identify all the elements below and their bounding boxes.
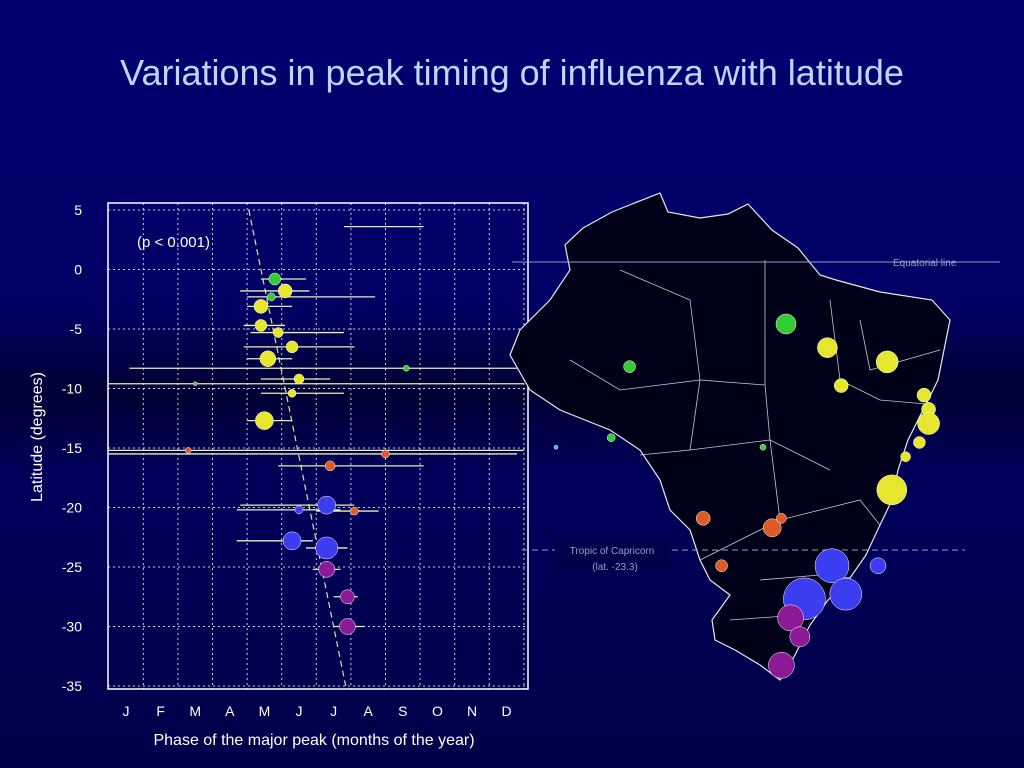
map-marker [817,337,838,358]
grid-layer [108,203,528,689]
map-marker [789,626,811,648]
map-marker [916,387,932,403]
y-tick-label: -35 [62,678,82,694]
map-marker [768,652,795,679]
x-tick-label: A [225,703,235,719]
x-axis-title: Phase of the major peak (months of the y… [153,732,474,749]
trend-line [248,209,347,687]
tropic-label: Tropic of Capricorn [570,546,655,557]
map-marker [913,436,926,449]
data-point [253,299,269,314]
x-tick-label: M [259,703,271,719]
x-tick-label: O [432,703,443,719]
data-point [381,449,390,459]
data-point [317,495,336,515]
data-point [324,460,336,472]
slide-title: Variations in peak timing of influenza w… [120,52,904,93]
map-marker [814,548,850,583]
data-point [185,447,192,454]
tropic-label-bg [555,540,670,572]
x-tick-label: D [502,703,512,719]
data-point [350,506,359,516]
data-point [287,389,297,398]
y-tick-label: 0 [74,262,82,278]
map-marker [775,313,797,335]
map-marker [869,557,887,574]
x-tick-label: J [296,703,303,719]
data-point [255,411,274,430]
trend-layer [248,209,347,687]
map-marker [876,474,908,506]
tropic-label-lat: (lat. -23.3) [592,562,638,573]
data-point [339,618,356,635]
map-marker-layer [553,313,940,679]
point-layer [185,272,410,635]
map-marker [606,433,616,442]
data-point [340,589,355,604]
y-tick-label: -20 [62,500,82,516]
y-tick-label: 5 [74,202,82,218]
y-tick-label: -10 [62,381,82,397]
data-point [267,292,276,302]
y-tick-label: -25 [62,559,82,575]
x-tick-label: M [189,703,201,719]
x-tick-label: J [330,703,337,719]
x-tick-label: J [123,703,130,719]
map-marker [829,577,863,611]
x-tick-label: N [467,703,477,719]
map-marker [776,513,787,524]
map-marker [777,604,804,632]
x-tick-label: F [156,703,165,719]
map-marker [917,412,940,435]
map-marker [715,559,728,572]
y-tick-label: -5 [70,321,83,337]
data-point [259,350,277,367]
map-marker [875,350,899,374]
map-marker [833,378,849,393]
y-axis-title: Latitude (degrees) [29,372,46,502]
map-marker [762,518,782,538]
y-tick-label: -15 [62,440,82,456]
data-point [272,327,284,338]
data-point [318,561,335,578]
data-point [293,373,305,385]
data-point [403,365,410,372]
x-tick-label: A [364,703,374,719]
data-point [268,272,282,286]
y-tick-labels: 5 0 -5 -10 -15 -20 -25 -30 -35 [62,202,82,694]
data-point [192,381,198,386]
brazil-outline [509,192,951,681]
y-tick-label: -30 [62,619,82,635]
equator-label: Equatorial line [893,258,957,269]
data-point [285,340,299,354]
data-point [254,319,268,332]
map-marker [900,451,911,462]
data-point [277,283,293,299]
map-marker [553,444,559,450]
p-value-annotation: (p < 0.001) [137,234,210,251]
map-marker [759,443,767,451]
data-point [315,536,338,560]
data-point [282,531,302,551]
map-marker [623,360,636,373]
plot-area [107,202,529,690]
x-tick-label: S [398,703,407,719]
data-point [294,505,304,515]
map-marker [695,511,711,526]
